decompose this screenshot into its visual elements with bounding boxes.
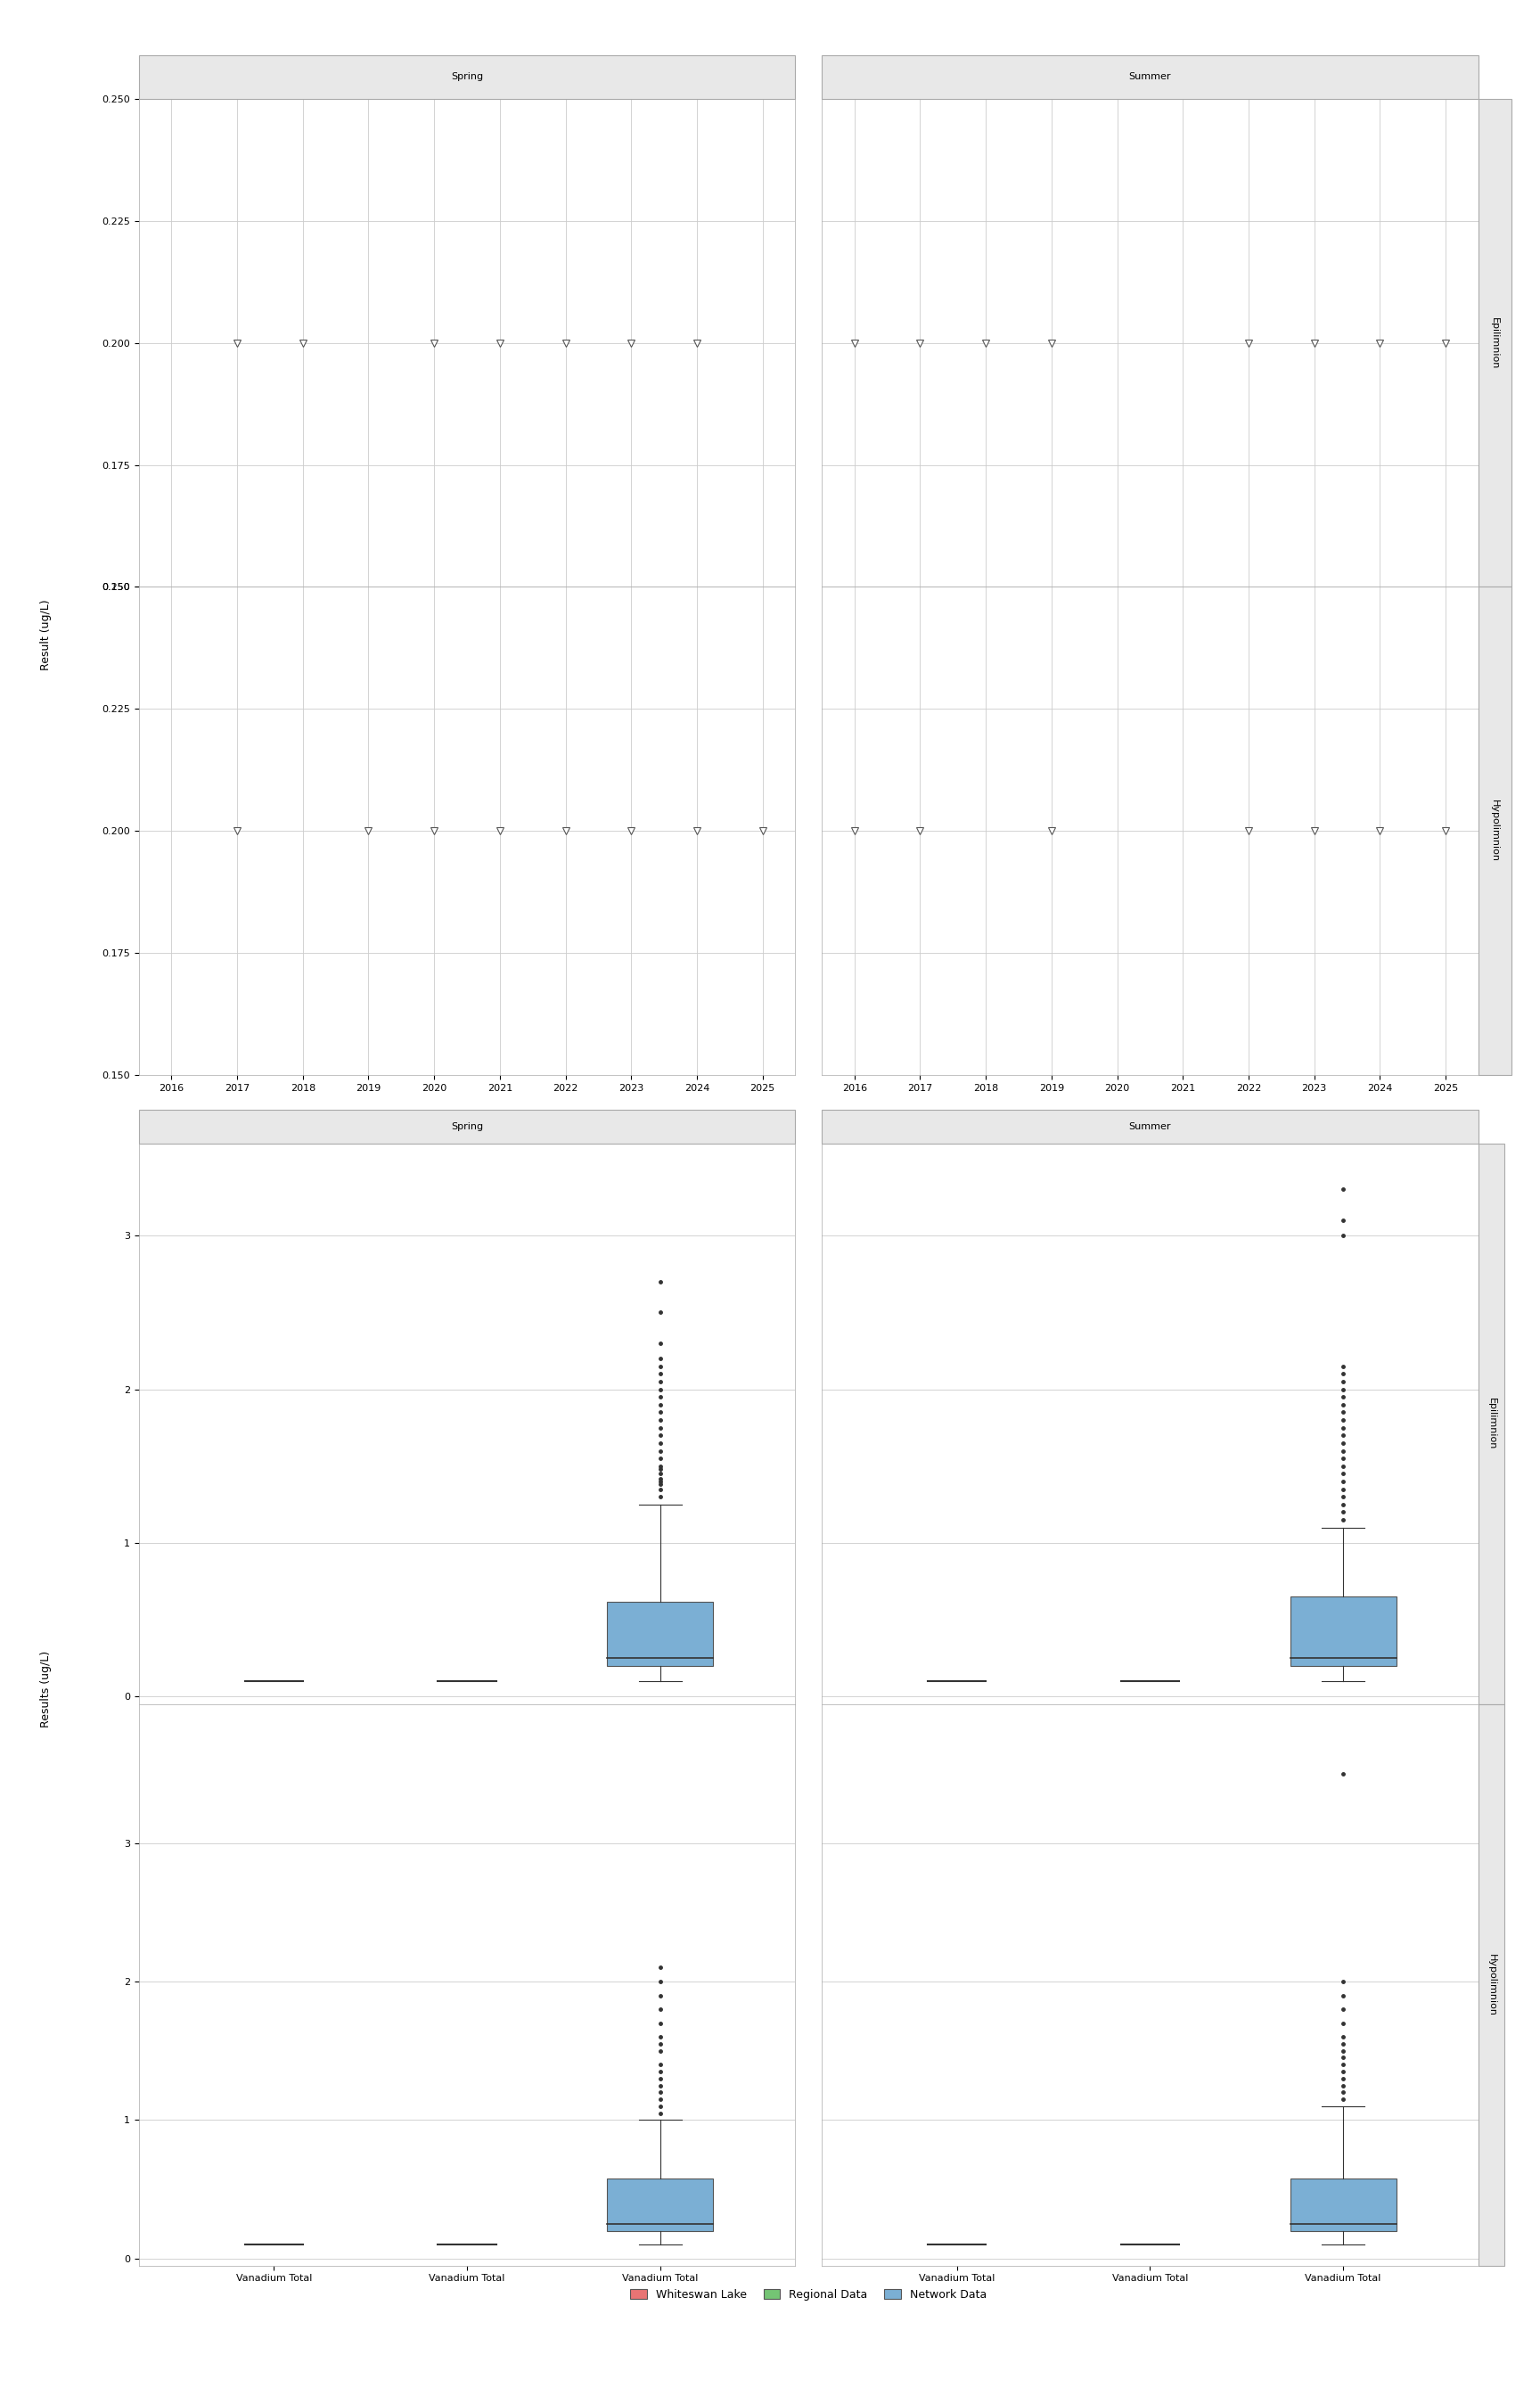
FancyBboxPatch shape bbox=[139, 55, 795, 98]
FancyBboxPatch shape bbox=[1478, 1704, 1505, 2267]
Text: Hypolimnion: Hypolimnion bbox=[1491, 800, 1500, 863]
FancyBboxPatch shape bbox=[822, 1109, 1478, 1143]
Text: Comparison with Network Data: Comparison with Network Data bbox=[139, 1114, 420, 1129]
FancyBboxPatch shape bbox=[822, 55, 1478, 98]
FancyBboxPatch shape bbox=[1478, 98, 1511, 587]
Bar bbox=[607, 2178, 713, 2231]
Text: Epilimnion: Epilimnion bbox=[1488, 1397, 1495, 1450]
Bar bbox=[1291, 2178, 1397, 2231]
Text: Results (ug/L): Results (ug/L) bbox=[40, 1651, 52, 1728]
Text: Result (ug/L): Result (ug/L) bbox=[40, 599, 52, 671]
Text: Epilimnion: Epilimnion bbox=[1491, 316, 1500, 369]
Text: Summer: Summer bbox=[1129, 1121, 1172, 1131]
Text: Summer: Summer bbox=[1129, 72, 1172, 81]
Text: Hypolimnion: Hypolimnion bbox=[1488, 1953, 1495, 2015]
Bar bbox=[1291, 1596, 1397, 1665]
FancyBboxPatch shape bbox=[139, 1109, 795, 1143]
Text: Spring: Spring bbox=[451, 1121, 484, 1131]
Legend: Whiteswan Lake, Regional Data, Network Data: Whiteswan Lake, Regional Data, Network D… bbox=[630, 2288, 987, 2300]
Text: Vanadium Total: Vanadium Total bbox=[139, 72, 277, 86]
Bar bbox=[607, 1601, 713, 1665]
Text: Spring: Spring bbox=[451, 72, 484, 81]
FancyBboxPatch shape bbox=[1478, 1143, 1505, 1704]
FancyBboxPatch shape bbox=[1478, 587, 1511, 1076]
